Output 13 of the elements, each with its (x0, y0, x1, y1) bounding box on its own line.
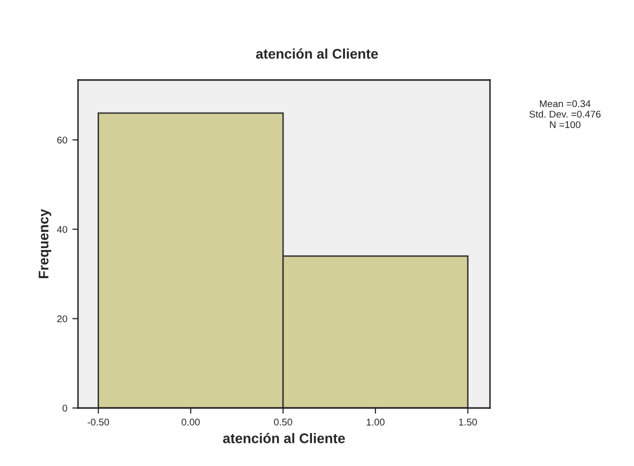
x-tick-label: 1.00 (366, 418, 385, 426)
y-tick-label: 0 (62, 404, 68, 412)
y-tick-label: 40 (56, 226, 68, 233)
y-tick-label: 60 (57, 136, 68, 144)
y-tick-label: 20 (57, 315, 68, 322)
x-tick-label: 0.50 (274, 418, 292, 426)
text: Mean =0.34 Std. Dev. =0.476 N =100 (529, 100, 601, 128)
x-tick-label: 1.50 (459, 418, 477, 426)
y-axis-title: Frequency (38, 208, 52, 278)
chart-title: atención al Cliente (256, 48, 378, 59)
x-axis-title: atención al Cliente (223, 432, 345, 444)
x-tick-label: 0.00 (182, 418, 200, 426)
x-tick-label: -0.50 (88, 418, 110, 426)
